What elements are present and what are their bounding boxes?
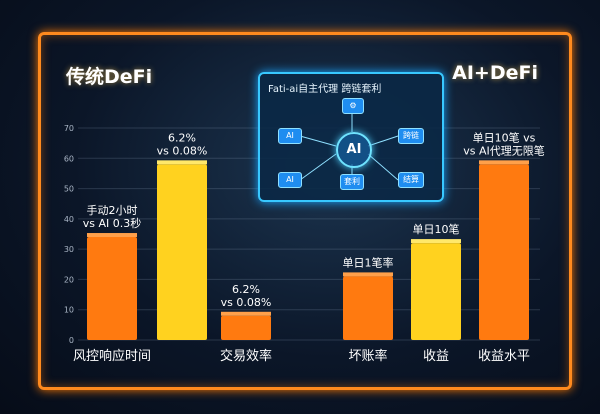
- bar-annotation: vs 0.08%: [221, 296, 272, 309]
- bar-cap-2: [221, 311, 271, 316]
- bar-annotation: vs 0.08%: [157, 144, 208, 157]
- ai-hub-node: AI: [336, 132, 372, 168]
- bar-4: [411, 243, 461, 340]
- y-tick-label: 50: [64, 185, 74, 194]
- bar-5: [479, 164, 529, 340]
- flow-node-ai-bottom: AI: [278, 172, 302, 188]
- y-tick-label: 60: [64, 154, 74, 163]
- y-tick-label: 30: [64, 245, 74, 254]
- right-title: AI+DeFi: [452, 62, 538, 84]
- bar-annotation: vs AI代理无限笔: [463, 143, 545, 157]
- category-label: 收益: [423, 349, 449, 364]
- flow-node-settle: 结算: [398, 172, 424, 188]
- bar-cap-4: [411, 239, 461, 244]
- flow-panel-title: Fati-ai自主代理 跨链套利: [268, 84, 382, 95]
- category-label: 风控响应时间: [73, 348, 151, 364]
- bar-annotation: vs AI 0.3秒: [83, 216, 142, 230]
- bar-annotation: 单日10笔: [413, 222, 460, 236]
- bar-cap-5: [479, 160, 529, 165]
- bar-annotation: 6.2%: [232, 283, 260, 296]
- bar-cap-3: [343, 272, 393, 277]
- bar-0: [87, 237, 137, 340]
- flow-node-chip-icon: ⚙: [342, 98, 364, 114]
- bar-annotation: 手动2小时: [87, 203, 138, 217]
- left-title: 传统DeFi: [66, 66, 153, 88]
- flow-node-arbitrage: 套利: [340, 174, 364, 190]
- bar-cap-0: [87, 233, 137, 238]
- bar-annotation: 单日10笔 vs: [473, 130, 536, 144]
- agent-flow-panel: Fati-ai自主代理 跨链套利 AI AI 跨链 套利 结算 ⚙ AI: [258, 72, 444, 202]
- y-tick-label: 10: [64, 306, 74, 315]
- bar-cap-1: [157, 160, 207, 165]
- flow-node-crosschain: 跨链: [398, 128, 424, 144]
- bar-annotation: 6.2%: [168, 131, 196, 144]
- bar-annotation: 单日1笔率: [343, 255, 394, 269]
- category-label: 交易效率: [220, 348, 272, 364]
- category-label: 收益水平: [478, 349, 530, 364]
- y-tick-label: 40: [64, 215, 74, 224]
- y-tick-label: 70: [64, 124, 74, 133]
- y-tick-label: 20: [64, 275, 74, 284]
- bar-1: [157, 164, 207, 340]
- flow-node-ai-top: AI: [278, 128, 302, 144]
- bar-2: [221, 315, 271, 340]
- y-tick-label: 0: [69, 336, 74, 345]
- category-label: 坏账率: [348, 348, 387, 364]
- bar-3: [343, 276, 393, 340]
